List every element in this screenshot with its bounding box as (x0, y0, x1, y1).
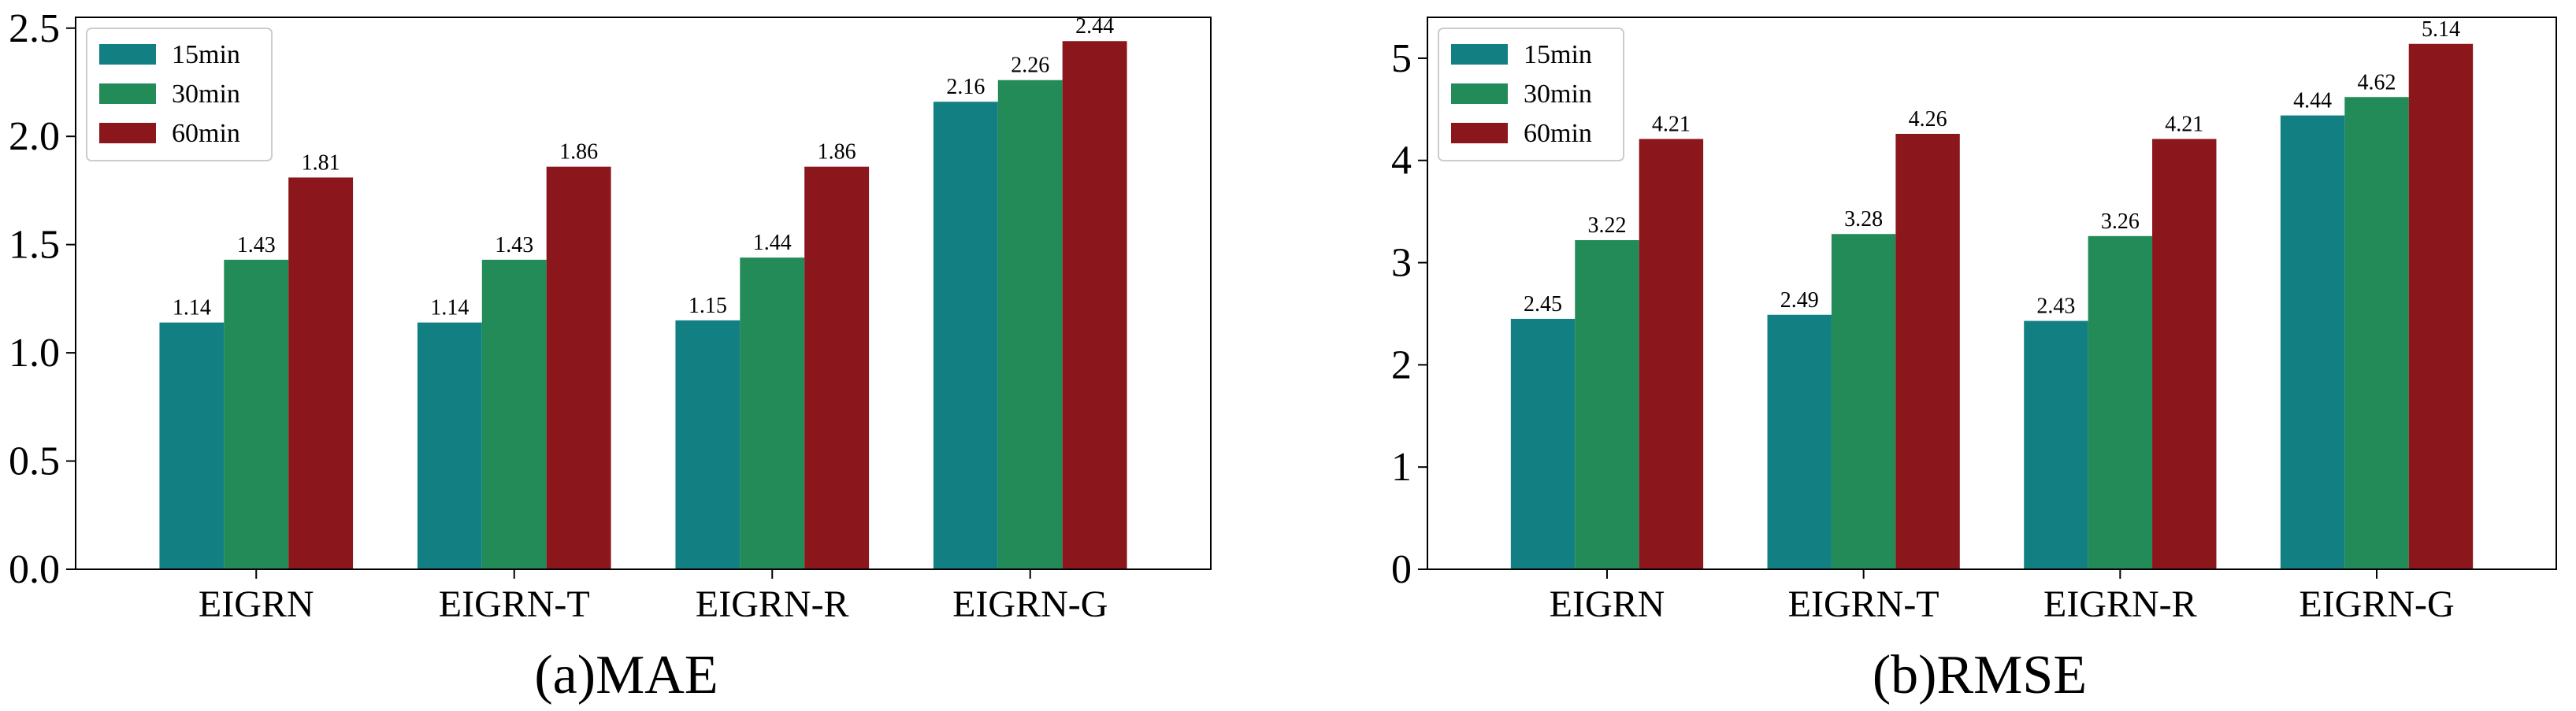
x-tick-label: EIGRN-R (696, 583, 849, 625)
bar-eigrn-t-15min (417, 322, 482, 569)
bar-eigrn-r-60min (804, 166, 870, 569)
data-label: 4.21 (1652, 112, 1691, 136)
data-label: 2.43 (2036, 294, 2075, 319)
data-label: 5.14 (2422, 17, 2460, 42)
panel-caption: (b)RMSE (1873, 645, 2087, 705)
plot-frame (75, 17, 1212, 570)
bar-eigrn-g-15min (2280, 115, 2345, 569)
bar-eigrn-r-30min (740, 257, 805, 569)
panel-mae: 1.14 1.14 1.15 2.16 1.43 1.43 1.44 2.26 1.81 1.86… (9, 6, 1212, 705)
legend-label: 30min (172, 80, 240, 109)
data-label: 1.14 (173, 296, 211, 320)
y-tick-label: 2 (1391, 343, 1412, 387)
legend-label: 60min (172, 119, 240, 148)
bar-eigrn-t-60min (546, 166, 611, 569)
y-tick-label: 0.5 (9, 439, 60, 484)
bar-eigrn-30min (1575, 240, 1639, 569)
x-tick-label: EIGRN-R (2043, 583, 2197, 625)
bar-eigrn-30min (224, 259, 289, 569)
y-tick-label: 2.0 (9, 114, 60, 159)
data-label: 2.45 (1524, 292, 1562, 317)
data-label: 1.43 (495, 233, 533, 257)
data-label: 1.14 (430, 296, 469, 320)
data-label: 2.44 (1075, 14, 1114, 39)
data-label: 1.81 (302, 150, 340, 175)
data-label: 1.86 (559, 140, 598, 165)
legend-swatch-15min (1451, 44, 1508, 65)
data-label: 1.43 (237, 233, 276, 257)
legend-swatch-60min (1451, 123, 1508, 143)
data-label: 2.49 (1780, 288, 1819, 313)
legend-label: 60min (1524, 119, 1592, 148)
plot-frame (1427, 17, 2557, 570)
y-tick-label: 2.5 (9, 6, 60, 51)
x-tick-label: EIGRN-T (439, 583, 590, 625)
data-label: 3.26 (2101, 209, 2140, 234)
x-tick-label: EIGRN-T (1788, 583, 1939, 625)
bar-eigrn-r-60min (2152, 139, 2217, 570)
legend-swatch-60min (99, 123, 156, 143)
panel-rmse: 2.45 2.49 2.43 4.44 3.22 3.28 3.26 4.62 4.21 4.26… (1391, 17, 2557, 705)
legend: 15min 30min 60min (1438, 28, 1624, 161)
legend-label: 15min (1524, 40, 1592, 69)
bar-eigrn-r-30min (2088, 235, 2153, 569)
data-label: 2.26 (1011, 54, 1049, 78)
bar-eigrn-g-30min (2344, 97, 2409, 569)
y-tick-label: 0 (1391, 547, 1412, 592)
bar-eigrn-t-60min (1895, 133, 1960, 570)
x-tick-label: EIGRN-G (2299, 583, 2454, 625)
bar-eigrn-r-15min (675, 320, 741, 569)
bar-eigrn-t-30min (481, 259, 547, 569)
x-tick-label: EIGRN-G (952, 583, 1108, 625)
data-label: 1.15 (689, 294, 727, 318)
legend: 15min 30min 60min (86, 28, 273, 161)
y-tick-label: 1.5 (9, 223, 60, 268)
y-tick-label: 1.0 (9, 331, 60, 376)
data-label: 3.28 (1844, 207, 1883, 231)
bar-eigrn-t-30min (1831, 234, 1896, 569)
y-tick-label: 0.0 (9, 547, 60, 592)
data-label: 4.44 (2293, 89, 2332, 113)
bar-eigrn-r-15min (2024, 320, 2088, 569)
data-label: 4.26 (1909, 107, 1947, 131)
data-label: 1.44 (753, 231, 792, 255)
legend-swatch-15min (99, 44, 156, 65)
data-label: 3.22 (1587, 213, 1626, 238)
bar-eigrn-60min (1639, 139, 1704, 570)
y-tick-label: 1 (1391, 445, 1412, 490)
legend-swatch-30min (1451, 83, 1508, 104)
y-tick-label: 3 (1391, 241, 1412, 286)
data-label: 2.16 (946, 75, 985, 99)
y-tick-label: 5 (1391, 36, 1412, 81)
legend-label: 15min (172, 40, 240, 69)
bar-eigrn-60min (288, 177, 354, 569)
bar-eigrn-g-60min (1062, 41, 1127, 570)
bar-eigrn-g-15min (933, 102, 998, 569)
data-label: 4.62 (2358, 70, 2396, 94)
bar-eigrn-15min (1510, 318, 1576, 569)
legend-swatch-30min (99, 83, 156, 104)
bar-eigrn-g-30min (997, 80, 1063, 570)
panel-caption: (a)MAE (534, 645, 718, 705)
y-tick-label: 4 (1391, 139, 1412, 183)
bar-eigrn-t-15min (1767, 314, 1832, 569)
data-label: 1.86 (818, 140, 856, 165)
bar-eigrn-g-60min (2408, 43, 2474, 569)
data-label: 4.21 (2165, 112, 2203, 136)
bar-eigrn-15min (159, 322, 225, 569)
x-tick-label: EIGRN (1550, 583, 1665, 625)
legend-label: 30min (1524, 80, 1592, 109)
x-tick-label: EIGRN (199, 583, 314, 625)
